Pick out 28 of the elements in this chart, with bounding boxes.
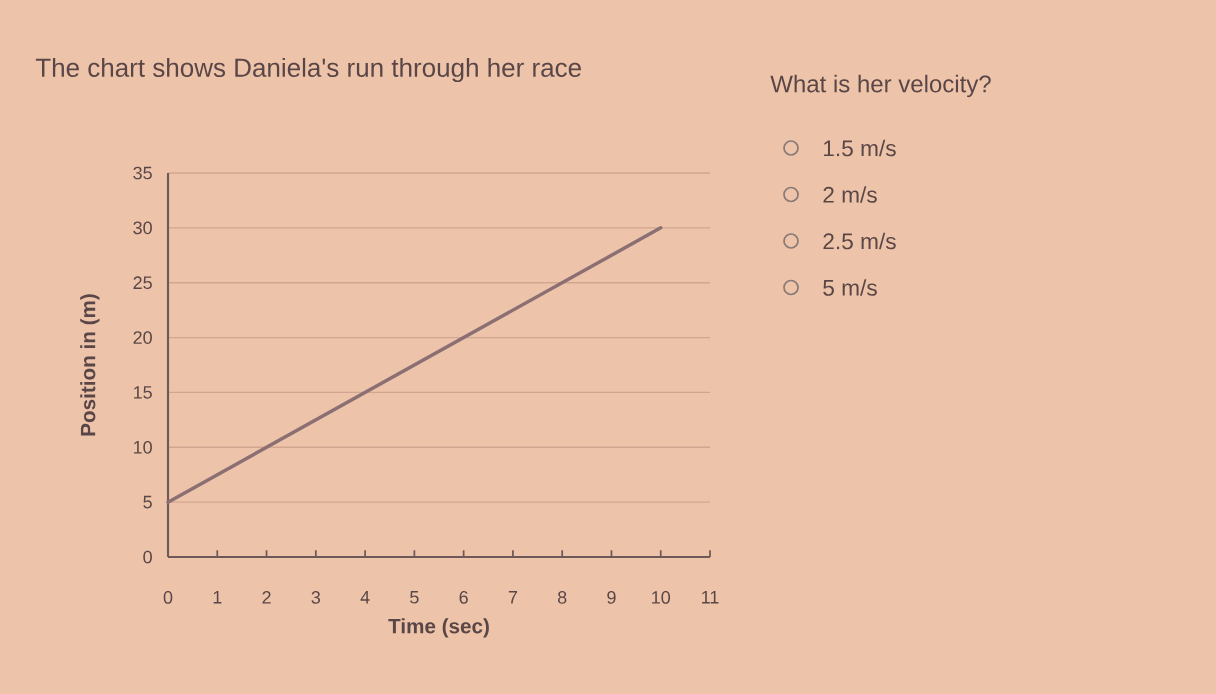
x-tick-label: 8: [557, 591, 567, 604]
x-tick-label: 0: [163, 591, 173, 604]
text: 5 m/s: [823, 279, 877, 296]
x-tick-label: 3: [311, 591, 321, 604]
chart-title: The chart shows Daniela's run through her race: [35, 57, 581, 83]
x-tick-label: 7: [508, 591, 518, 604]
y-axis-title: Position in (m): [80, 294, 100, 436]
x-tick-label: 10: [652, 591, 671, 604]
text: What is her velocity?: [770, 74, 991, 98]
x-axis-title: Time (sec): [388, 618, 489, 638]
y-tick-label: 20: [133, 331, 152, 344]
x-tick-label: 4: [360, 591, 370, 604]
y-tick-label: 15: [133, 386, 152, 399]
x-tick-label: 9: [607, 591, 616, 604]
text: 2.5 m/s: [823, 232, 896, 250]
y-tick-label: 5: [143, 495, 152, 509]
text: 2 m/s: [823, 186, 877, 203]
y-tick-label: 0: [143, 550, 152, 564]
x-tick-label: 11: [702, 591, 719, 604]
y-tick-label: 10: [133, 440, 152, 454]
x-tick-label: 6: [459, 591, 468, 604]
y-tick-label: 25: [133, 276, 152, 290]
text: 1.5 m/s: [824, 139, 896, 157]
y-tick-label: 35: [133, 166, 152, 180]
y-tick-label: 30: [133, 221, 152, 235]
x-tick-label: 1: [213, 591, 222, 604]
x-tick-label: 5: [410, 591, 419, 604]
x-tick-label: 2: [262, 591, 271, 604]
